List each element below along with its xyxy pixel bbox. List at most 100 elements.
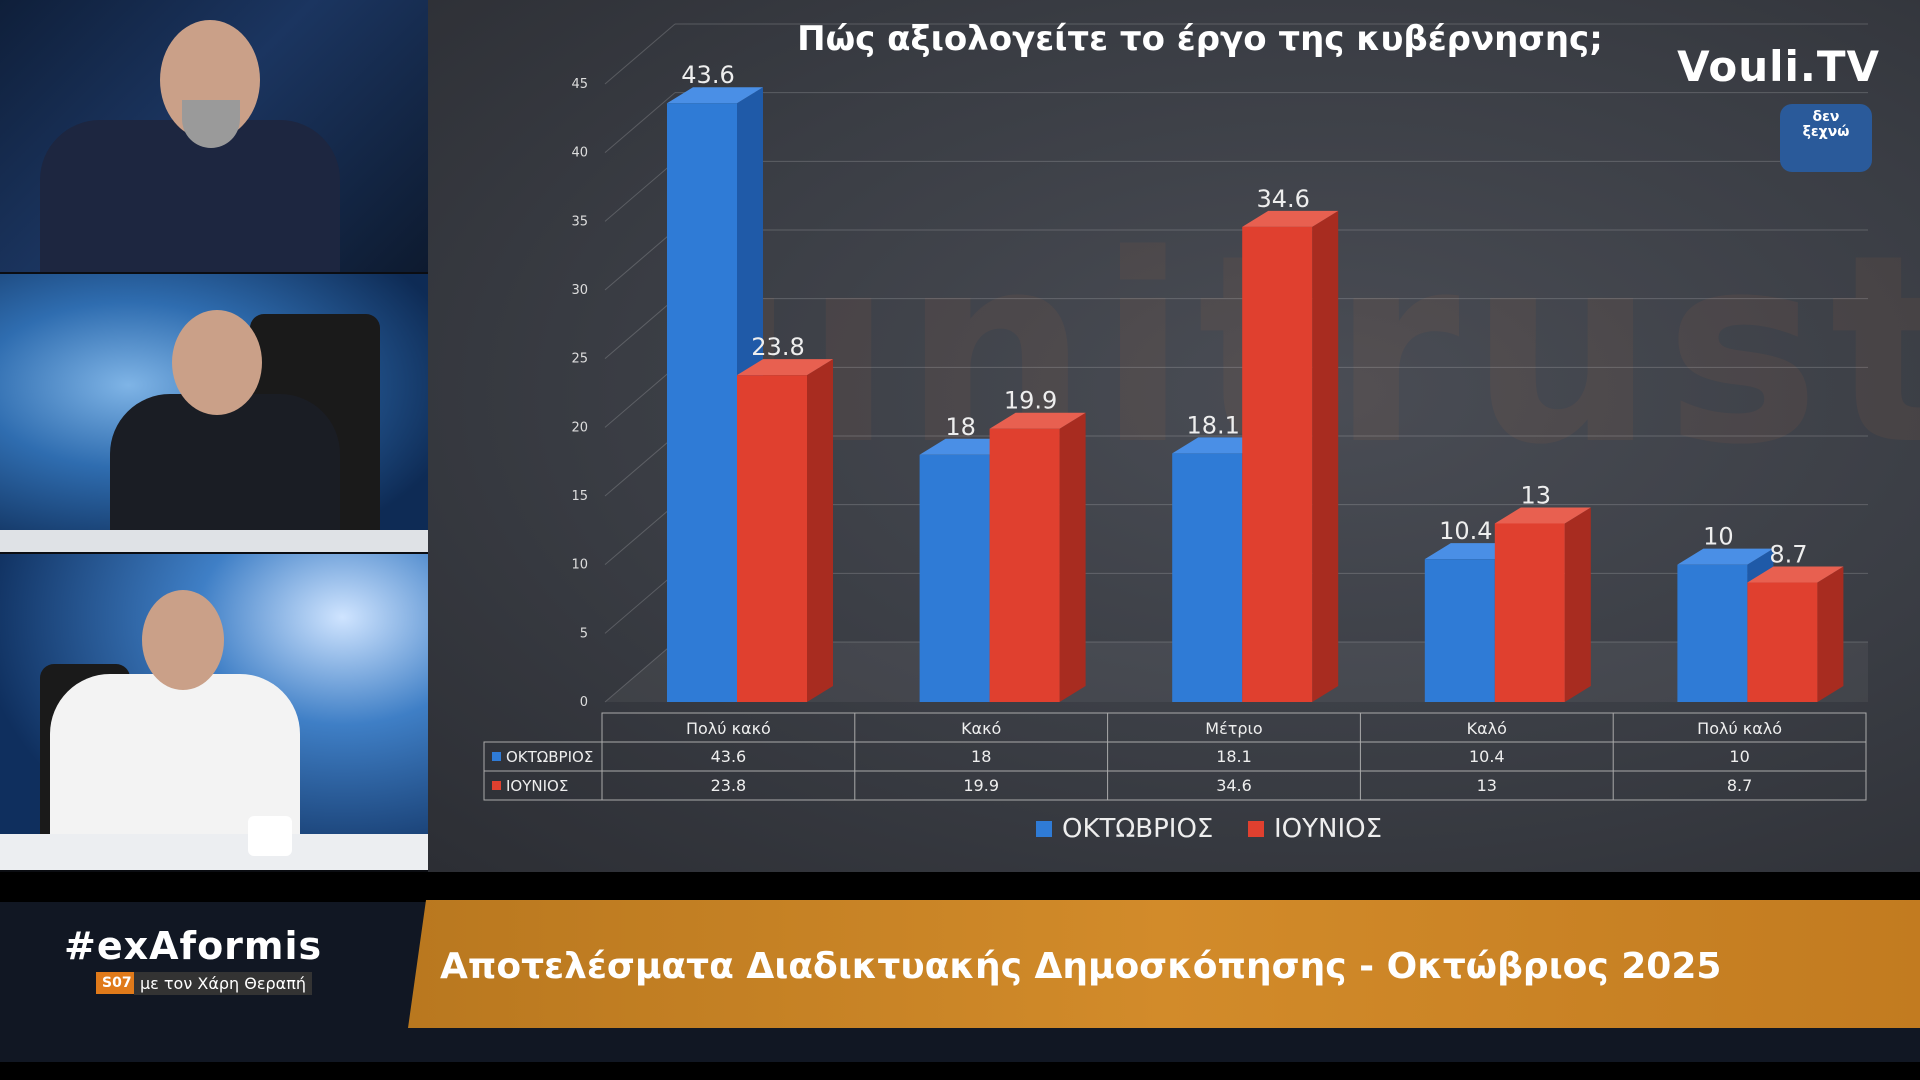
person-torso <box>110 394 340 552</box>
y-tick-label: 15 <box>571 489 588 504</box>
data-label: 18 <box>945 413 976 441</box>
bar-side <box>1312 210 1339 702</box>
chart-area: unitrust Πώς αξιολογείτε το έργο της κυβ… <box>428 0 1920 872</box>
bar <box>989 428 1060 702</box>
x-tick-label: Μέτριο <box>1205 719 1262 738</box>
person-head <box>172 310 262 415</box>
bar <box>1242 226 1313 702</box>
host-name: με τον Χάρη Θεραπή <box>134 972 312 995</box>
table-cell: 19.9 <box>963 776 999 795</box>
gridline-depth <box>604 572 676 634</box>
y-tick-label: 25 <box>571 352 588 367</box>
video-panel-guest-1 <box>0 274 428 552</box>
bar-side <box>1059 412 1086 702</box>
bar <box>1747 582 1818 702</box>
video-panel-host <box>0 0 428 272</box>
table-cell: 18 <box>971 747 991 766</box>
data-label: 13 <box>1521 481 1552 509</box>
gridline-depth <box>604 298 676 360</box>
table-cell: 13 <box>1477 776 1497 795</box>
y-tick-label: 40 <box>571 146 588 161</box>
table-cell: 34.6 <box>1216 776 1252 795</box>
bar <box>919 454 990 702</box>
table-cell: 10.4 <box>1469 747 1505 766</box>
bar-top <box>1242 210 1339 227</box>
legend-swatch <box>1248 821 1264 837</box>
y-tick-label: 30 <box>571 283 588 298</box>
channel-logo: Vouli.TV <box>1677 42 1880 91</box>
gridline-depth <box>604 641 676 703</box>
data-label: 34.6 <box>1256 185 1309 213</box>
x-tick-label: Καλό <box>1467 719 1507 738</box>
legend-label: ΟΚΤΩΒΡΙΟΣ <box>1062 814 1213 844</box>
bar-top <box>667 87 763 104</box>
campaign-badge: δεν ξεχνώ <box>1780 104 1872 172</box>
x-tick-label: Πολύ κακό <box>686 719 771 738</box>
bar <box>1172 453 1243 702</box>
bar-top <box>737 359 833 376</box>
gridline-depth <box>604 504 676 566</box>
bar-chart: Πώς αξιολογείτε το έργο της κυβέρνησης; 0… <box>483 19 1868 844</box>
data-label: 8.7 <box>1769 541 1807 569</box>
bar-side <box>1564 507 1591 702</box>
table-series-name: ΙΟΥΝΙΟΣ <box>506 777 568 795</box>
bar-top <box>1677 548 1774 565</box>
caption-text: Αποτελέσματα Διαδικτυακής Δημοσκόπησης -… <box>440 946 1722 987</box>
video-panels <box>0 0 428 870</box>
x-tick-label: Κακό <box>961 719 1001 738</box>
data-label: 19.9 <box>1004 387 1057 415</box>
chart-title: Πώς αξιολογείτε το έργο της κυβέρνησης; <box>797 19 1603 59</box>
table-cell: 23.8 <box>711 776 747 795</box>
bar <box>1677 564 1748 702</box>
mug <box>248 816 292 856</box>
video-panel-guest-2 <box>0 554 428 870</box>
bar <box>1494 523 1565 702</box>
table-series-name: ΟΚΤΩΒΡΙΟΣ <box>506 748 593 766</box>
person-head <box>142 590 224 690</box>
bar-top <box>989 412 1086 429</box>
gridline-depth <box>604 23 676 85</box>
y-tick-label: 5 <box>580 626 588 641</box>
bar <box>737 375 807 702</box>
y-tick-label: 20 <box>571 420 588 435</box>
season-badge: S07 <box>96 972 138 994</box>
table-cell: 10 <box>1729 747 1749 766</box>
person-torso <box>40 120 340 272</box>
y-tick-label: 10 <box>571 558 588 573</box>
caption-bar <box>408 900 1920 1028</box>
legend-swatch <box>1036 821 1052 837</box>
gridline-depth <box>604 92 676 154</box>
data-label: 43.6 <box>681 61 734 89</box>
table-cell: 18.1 <box>1216 747 1252 766</box>
bar <box>1424 559 1495 702</box>
badge-line-1: δεν <box>1812 109 1840 125</box>
y-tick-label: 45 <box>571 77 588 92</box>
table-legend-key <box>492 752 501 761</box>
data-label: 10 <box>1703 523 1734 551</box>
bar-top <box>1747 566 1844 583</box>
table-cell: 8.7 <box>1727 776 1752 795</box>
gridline-depth <box>604 229 676 291</box>
badge-line-2: ξεχνώ <box>1802 124 1850 140</box>
gridline-depth <box>604 366 676 428</box>
bar-top <box>1494 507 1591 524</box>
data-label: 23.8 <box>751 333 804 361</box>
gridline-depth <box>604 160 676 222</box>
data-label: 10.4 <box>1439 517 1492 545</box>
lower-third: Αποτελέσματα Διαδικτυακής Δημοσκόπησης -… <box>0 872 1920 1080</box>
beard <box>182 100 240 148</box>
table-cell: 43.6 <box>711 747 747 766</box>
x-tick-label: Πολύ καλό <box>1697 719 1782 738</box>
y-tick-label: 0 <box>580 695 588 710</box>
data-label: 18.1 <box>1186 411 1239 439</box>
table-legend-key <box>492 781 501 790</box>
desk <box>0 834 428 870</box>
bar-side <box>807 359 833 702</box>
bar-side <box>1817 566 1844 702</box>
desk <box>0 530 428 552</box>
bar <box>667 103 737 702</box>
y-tick-label: 35 <box>571 214 588 229</box>
show-logo: #exAformis <box>64 924 323 968</box>
gridline-depth <box>604 435 676 497</box>
legend-label: ΙΟΥΝΙΟΣ <box>1274 814 1382 844</box>
